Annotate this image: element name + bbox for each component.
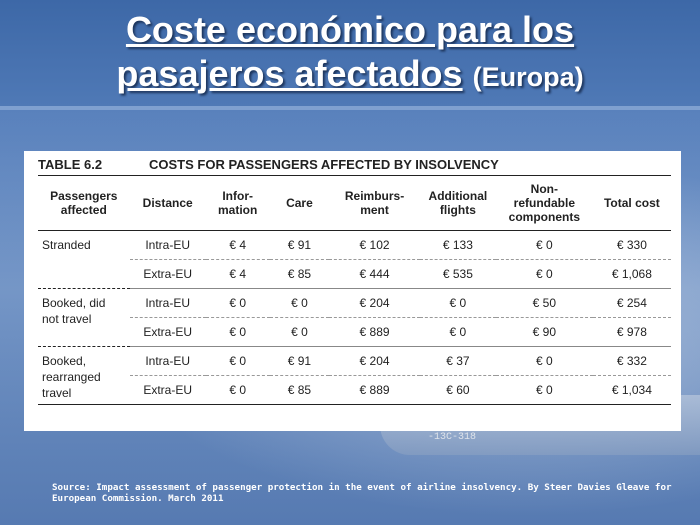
cost-cell: € 37	[446, 354, 470, 368]
row-group-label-line: Booked,	[42, 354, 87, 368]
cost-cell: € 889	[329, 375, 420, 405]
row-group-label: Stranded	[38, 230, 130, 289]
cost-cell: € 1,034	[592, 375, 671, 405]
cost-cell: € 889	[329, 317, 420, 347]
column-header: Infor-mation	[205, 176, 270, 231]
cost-cell: € 332	[616, 354, 647, 368]
cost-cell: € 0	[419, 317, 496, 347]
cost-cell: € 0	[269, 317, 330, 347]
table-caption-text: COSTS FOR PASSENGERS AFFECTED BY INSOLVE…	[149, 157, 499, 172]
column-header-label: ment	[360, 203, 389, 217]
column-header: Passengers affected	[38, 176, 130, 231]
cost-cell: € 0	[205, 317, 270, 347]
title-region: (Europa)	[472, 62, 584, 92]
column-header: Reimburs-ment	[329, 176, 420, 231]
cost-cell: € 204	[359, 296, 390, 310]
distance-cell: Intra-EU	[145, 296, 191, 310]
title-line-2-text: pasajeros afectados	[116, 53, 463, 94]
cost-cell: € 91	[287, 238, 312, 252]
cost-cell: € 1,068	[592, 259, 671, 289]
column-header-label: Additional	[428, 189, 488, 203]
table-row: Booked, did not travel Intra-EU € 0 € 0 € 204…	[38, 288, 671, 347]
costs-table: Passengers affected Distance Infor-mation Ca…	[38, 176, 671, 405]
table-row: Booked, rearranged travel Intra-EU € 0 € 91 € …	[38, 346, 671, 405]
table-number: TABLE 6.2	[38, 157, 103, 172]
cost-cell: € 50	[532, 296, 557, 310]
cost-cell: € 254	[616, 296, 647, 310]
cost-cell: € 0	[291, 296, 308, 310]
cost-cell: € 85	[269, 375, 330, 405]
cost-cell: € 91	[287, 354, 312, 368]
distance-cell: Intra-EU	[145, 354, 191, 368]
distance-cell: Intra-EU	[145, 238, 191, 252]
cost-cell: € 133	[442, 238, 473, 252]
cost-cell: € 4	[205, 259, 270, 289]
cost-cell: € 444	[329, 259, 420, 289]
row-group-label-line: Stranded	[42, 238, 91, 252]
column-header: Distance	[129, 176, 206, 231]
title-band: Coste económico para los pasajeros afect…	[0, 0, 700, 110]
cost-cell: € 0	[536, 238, 553, 252]
cost-cell: € 85	[269, 259, 330, 289]
column-header-label: Non-	[530, 182, 558, 196]
title-line-1: Coste económico para los	[125, 9, 575, 50]
column-header-label: Infor-	[222, 189, 253, 203]
row-group-label-line: rearranged	[42, 370, 101, 384]
slide-title: Coste económico para los pasajeros afect…	[0, 8, 700, 99]
column-header: Non-refundable components	[495, 176, 593, 231]
cost-cell: € 0	[495, 259, 593, 289]
row-group-label: Booked, rearranged travel	[38, 346, 130, 405]
distance-cell: Extra-EU	[129, 375, 206, 405]
column-header-label: affected	[60, 203, 107, 217]
distance-cell: Extra-EU	[129, 317, 206, 347]
row-group-label-line: not travel	[42, 312, 92, 326]
column-header-label: Distance	[142, 196, 193, 210]
costs-table-card: TABLE 6.2 COSTS FOR PASSENGERS AFFECTED …	[24, 151, 681, 431]
column-header-label: refundable	[513, 196, 576, 210]
table-body: Stranded Intra-EU € 4 € 91 € 102 € 133 € 0 € 33…	[38, 230, 671, 405]
source-note: Source: Impact assessment of passenger p…	[52, 482, 672, 504]
distance-cell: Extra-EU	[129, 259, 206, 289]
table-header-row: Passengers affected Distance Infor-mation Ca…	[38, 176, 671, 231]
cost-cell: € 4	[229, 238, 246, 252]
title-line-2: pasajeros afectados (Europa)	[116, 53, 583, 94]
column-header-label: flights	[439, 203, 476, 217]
cost-cell: € 0	[449, 296, 467, 310]
column-header-label: components	[508, 210, 581, 224]
table-caption: TABLE 6.2 COSTS FOR PASSENGERS AFFECTED …	[38, 157, 671, 176]
table-row: Extra-EU € 0 € 85 € 889 € 60 € 0 € 1,034	[38, 375, 671, 405]
row-group-label-line: Booked, did	[42, 296, 106, 310]
table-row: Extra-EU € 4 € 85 € 444 € 535 € 0 € 1,068	[38, 259, 671, 289]
cost-cell: € 330	[616, 238, 647, 252]
cost-cell: € 0	[205, 375, 270, 405]
row-group-label-line: travel	[42, 386, 72, 400]
cost-cell: € 60	[419, 375, 496, 405]
cost-cell: € 0	[229, 354, 246, 368]
cost-cell: € 102	[359, 238, 390, 252]
cost-cell: € 0	[229, 296, 246, 310]
aircraft-registration-mark: -13C-318	[428, 432, 477, 443]
table-row: Extra-EU € 0 € 0 € 889 € 0 € 90 € 978	[38, 317, 671, 347]
cost-cell: € 90	[495, 317, 593, 347]
column-header-label: Reimburs-	[344, 189, 405, 203]
table-row: Stranded Intra-EU € 4 € 91 € 102 € 133 € 0 € 33…	[38, 230, 671, 289]
column-header-label: Total cost	[603, 196, 660, 210]
cost-cell: € 978	[592, 317, 671, 347]
column-header-label: mation	[217, 203, 258, 217]
cost-cell: € 204	[359, 354, 390, 368]
column-header-label: Care	[286, 196, 313, 210]
cost-cell: € 0	[495, 375, 593, 405]
column-header: Additional flights	[419, 176, 496, 231]
row-group-label: Booked, did not travel	[38, 288, 130, 347]
cost-cell: € 535	[419, 259, 496, 289]
column-header: Total cost	[592, 176, 671, 231]
column-header: Care	[269, 176, 330, 231]
cost-cell: € 0	[536, 354, 553, 368]
column-header-label: Passengers	[50, 189, 118, 203]
